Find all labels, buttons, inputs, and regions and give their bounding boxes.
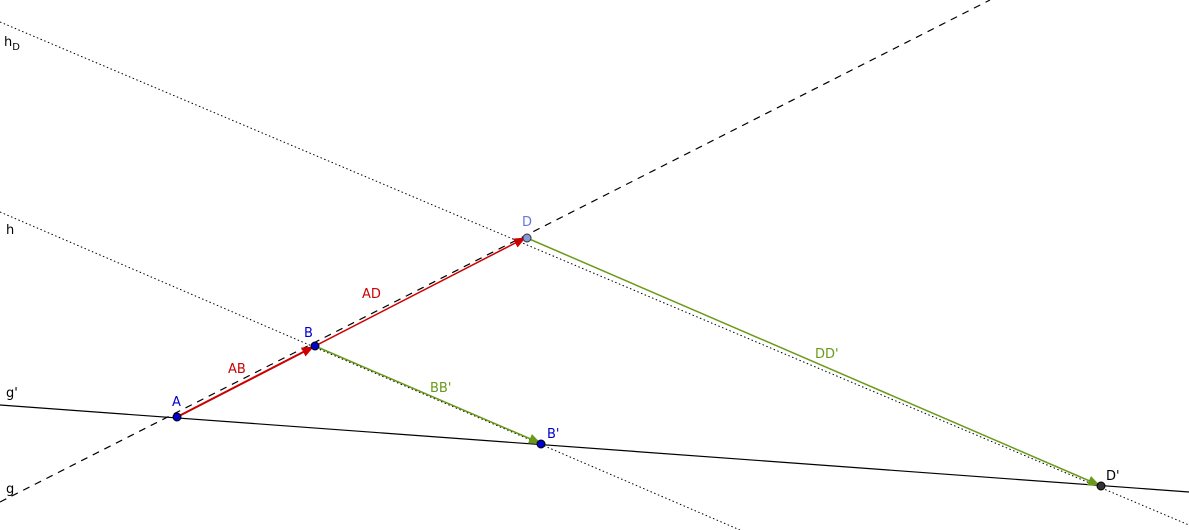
label-vector-bb-prime: BB' — [430, 381, 451, 396]
label-line-h: h — [6, 223, 14, 238]
label-vector-dd-prime: DD' — [815, 347, 839, 362]
point-d[interactable] — [522, 233, 532, 243]
label-line-h-d-main: h — [4, 35, 12, 50]
label-point-d-prime: D' — [1106, 469, 1120, 484]
line-g-prime[interactable] — [0, 404, 1189, 493]
label-vector-ad: AD — [362, 287, 381, 302]
vector-dd-prime[interactable] — [526, 237, 1100, 486]
point-b-prime[interactable] — [536, 439, 546, 449]
line-h[interactable] — [0, 211, 741, 530]
label-line-g-prime: g' — [6, 386, 18, 401]
point-a[interactable] — [172, 412, 182, 422]
label-line-h-d: hD — [4, 35, 20, 53]
vector-bb-prime[interactable] — [314, 345, 541, 444]
label-point-d: D — [522, 215, 532, 230]
label-point-b-prime: B' — [547, 427, 560, 442]
point-b[interactable] — [310, 341, 320, 351]
label-vector-ab: AB — [228, 362, 246, 377]
point-d-prime[interactable] — [1096, 481, 1106, 491]
label-point-a: A — [172, 395, 181, 410]
line-g[interactable] — [0, 0, 991, 503]
label-line-h-d-sub: D — [12, 42, 20, 53]
label-line-g: g — [6, 482, 14, 497]
vector-ad[interactable] — [176, 237, 526, 418]
label-point-b: B — [304, 326, 313, 341]
line-h-d[interactable] — [0, 21, 1189, 526]
